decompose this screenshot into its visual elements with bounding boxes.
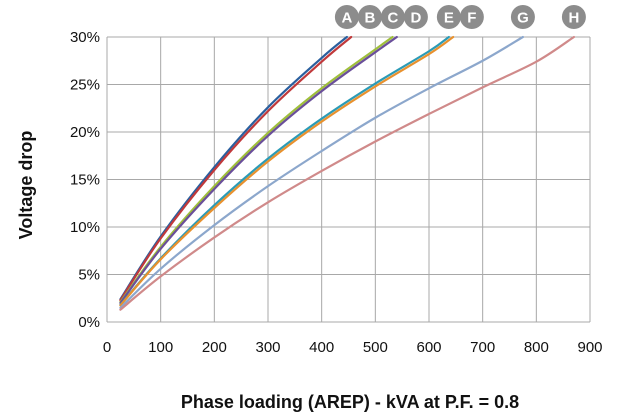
x-tick-label: 400: [309, 339, 334, 356]
y-tick-label: 5%: [78, 267, 100, 284]
curve-label-badge-a: [334, 5, 359, 29]
y-tick-label: 15%: [70, 172, 100, 189]
curves: [119, 35, 575, 311]
y-tick-label: 10%: [70, 219, 100, 236]
x-tick-label: 700: [470, 339, 495, 356]
y-tick-label: 30%: [70, 29, 100, 46]
tick-labels: 0 100 200 300 400 500 600 700 800 900 0% 5% 10% 15% 20…: [70, 29, 603, 356]
curve-label-badge-e: [436, 5, 461, 29]
series-line-f: [119, 35, 455, 307]
x-tick-label: 500: [363, 339, 388, 356]
x-tick-label: 300: [255, 339, 280, 356]
curve-label-badge-c: [380, 5, 405, 29]
curve-label-badge-d: [403, 5, 428, 29]
series-line-h: [119, 35, 575, 311]
series-line-d: [119, 35, 398, 305]
series-line-e: [119, 35, 450, 306]
curve-label-h: H: [568, 10, 579, 27]
series-line-c: [119, 35, 394, 304]
y-tick-label: 0%: [78, 314, 100, 331]
x-tick-label: 0: [103, 339, 111, 356]
y-tick-label: 25%: [70, 77, 100, 94]
x-tick-label: 200: [202, 339, 227, 356]
curve-label-c: C: [387, 10, 398, 27]
curve-label-badge-h: [561, 5, 586, 29]
x-tick-label: 900: [577, 339, 602, 356]
curve-label-badge-g: [510, 5, 535, 29]
x-axis-title: Phase loading (AREP) - kVA at P.F. = 0.8: [181, 392, 519, 412]
curve-label-e: E: [444, 10, 454, 27]
x-tick-label: 800: [524, 339, 549, 356]
x-tick-label: 100: [148, 339, 173, 356]
curve-label-a: A: [341, 10, 352, 27]
curve-label-f: F: [467, 10, 476, 27]
curve-label-g: G: [517, 10, 529, 27]
y-tick-label: 20%: [70, 124, 100, 141]
series-line-g: [119, 35, 525, 309]
y-axis-title: Voltage drop: [16, 131, 36, 240]
curve-label-d: D: [410, 10, 421, 27]
curve-label-b: B: [364, 10, 375, 27]
x-tick-label: 600: [416, 339, 441, 356]
grid: [106, 36, 591, 323]
series-line-b: [119, 35, 353, 302]
curve-label-badge-f: [459, 5, 484, 29]
curve-label-badge-b: [357, 5, 382, 29]
